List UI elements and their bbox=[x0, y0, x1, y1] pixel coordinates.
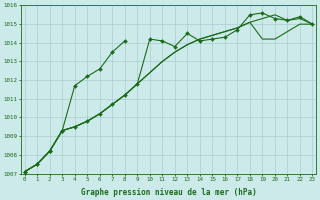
X-axis label: Graphe pression niveau de la mer (hPa): Graphe pression niveau de la mer (hPa) bbox=[81, 188, 256, 197]
